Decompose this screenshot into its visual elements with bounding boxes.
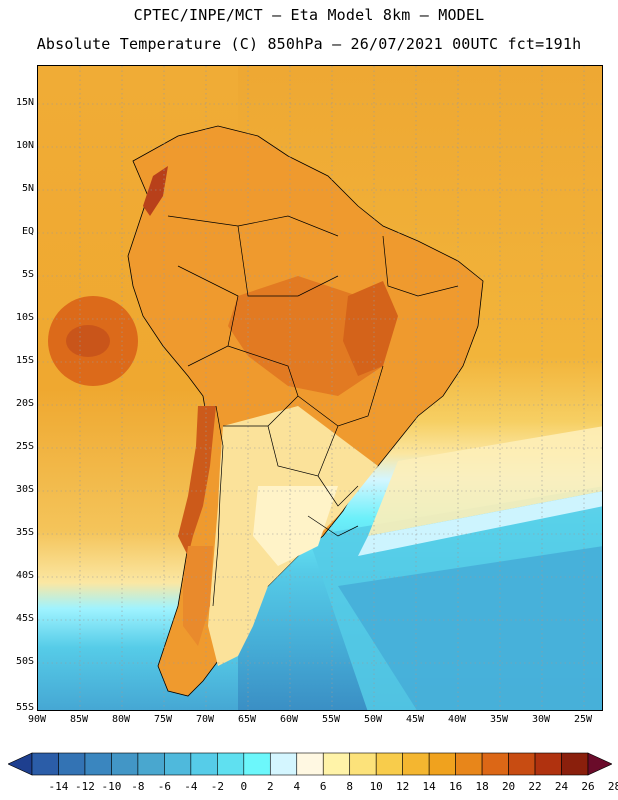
lon-label-90w: 90W: [27, 714, 47, 725]
colorbar-cell: [190, 752, 218, 776]
colorbar-cell: [137, 752, 165, 776]
lat-label-10n: 10N: [15, 140, 34, 151]
atlantic-pale-band: [368, 426, 602, 536]
colorbar-label: 2: [266, 780, 274, 793]
colorbar-cell: [428, 752, 456, 776]
colorbar-label: -2: [210, 780, 224, 793]
lon-label-35w: 35W: [489, 714, 509, 725]
colorbar-cell: [534, 752, 562, 776]
lon-label-25w: 25W: [573, 714, 593, 725]
colorbar-cell: [111, 752, 139, 776]
colorbar-cell: [31, 752, 59, 776]
colorbar-label: 12: [396, 780, 410, 793]
pacific-warm-core: [66, 325, 110, 357]
colorbar-cell: [269, 752, 298, 776]
lon-label-70w: 70W: [195, 714, 215, 725]
colorbar-cell: [455, 752, 483, 776]
colorbar-label: 14: [422, 780, 436, 793]
colorbar-cell: [164, 752, 192, 776]
lon-label-75w: 75W: [153, 714, 173, 725]
colorbar-cell: [322, 752, 351, 776]
lat-label-30s: 30S: [15, 484, 34, 495]
lat-label-5s: 5S: [21, 269, 34, 280]
colorbar-label: 28: [607, 780, 618, 793]
brazil-hot-core: [343, 281, 398, 376]
colorbar-label: -12: [75, 780, 95, 793]
colombia-hot-spot: [143, 166, 168, 216]
colorbar-cell: [58, 752, 86, 776]
colorbar-cell: [349, 752, 377, 776]
colorbar-label: 26: [581, 780, 595, 793]
temperature-field: [38, 66, 602, 710]
atlantic-cool-band: [338, 546, 602, 710]
colorbar-label: 4: [293, 780, 301, 793]
colorbar-label: -10: [101, 780, 122, 793]
colorbar-label: 18: [475, 780, 489, 793]
title-line-2: Absolute Temperature (C) 850hPa – 26/07/…: [36, 35, 582, 53]
pampas-pale: [253, 486, 338, 566]
lat-label-35s: 35S: [15, 527, 34, 538]
colorbar-cells: [31, 752, 589, 776]
country-borders: [167, 215, 459, 607]
colorbar: [8, 752, 612, 776]
lat-label-eq: EQ: [21, 226, 34, 237]
lat-label-55s: 55S: [15, 702, 34, 713]
lon-label-55w: 55W: [321, 714, 341, 725]
andes-hot-stripe: [178, 406, 216, 556]
colorbar-cell: [217, 752, 245, 776]
colorbar-label: 10: [369, 780, 383, 793]
lat-label-15n: 15N: [15, 97, 34, 108]
lon-label-30w: 30W: [531, 714, 551, 725]
colorbar-label: -8: [131, 780, 145, 793]
colorbar-cell: [243, 752, 271, 776]
lon-label-85w: 85W: [69, 714, 89, 725]
colorbar-label: 22: [528, 780, 542, 793]
patagonia-warm: [183, 546, 213, 646]
lat-label-50s: 50S: [15, 656, 34, 667]
colorbar-cell: [508, 752, 536, 776]
lon-label-60w: 60W: [279, 714, 299, 725]
colorbar-label: 24: [554, 780, 569, 793]
lon-label-50w: 50W: [363, 714, 383, 725]
map-panel: [37, 65, 603, 711]
atlantic-cyan-band: [358, 491, 602, 556]
colorbar-cell: [402, 752, 430, 776]
colorbar-low-arrow: [8, 752, 33, 776]
lat-label-25s: 25S: [15, 441, 34, 452]
colorbar-label: -6: [157, 780, 171, 793]
colorbar-cell: [84, 752, 112, 776]
colorbar-label: -14: [48, 780, 69, 793]
colorbar-label: -4: [184, 780, 198, 793]
lat-label-45s: 45S: [15, 613, 34, 624]
colorbar-cell: [481, 752, 509, 776]
lon-label-80w: 80W: [111, 714, 131, 725]
colorbar-cell: [296, 752, 324, 776]
lat-label-20s: 20S: [15, 398, 34, 409]
colorbar-label: 20: [501, 780, 516, 793]
lat-label-10s: 10S: [15, 312, 34, 323]
colorbar-cell: [561, 752, 589, 776]
lon-label-45w: 45W: [405, 714, 425, 725]
title-line-1: CPTEC/INPE/MCT – Eta Model 8km – MODEL: [133, 6, 485, 24]
colorbar-label: 6: [319, 780, 327, 793]
colorbar-label: 8: [346, 780, 354, 793]
lat-label-5n: 5N: [21, 183, 34, 194]
colorbar-high-arrow: [587, 752, 612, 776]
colorbar-label: 16: [448, 780, 463, 793]
lat-label-15s: 15S: [15, 355, 34, 366]
lon-label-65w: 65W: [237, 714, 257, 725]
colorbar-label: 0: [240, 780, 248, 793]
colorbar-cell: [375, 752, 403, 776]
lon-label-40w: 40W: [447, 714, 467, 725]
lat-label-40s: 40S: [15, 570, 34, 581]
